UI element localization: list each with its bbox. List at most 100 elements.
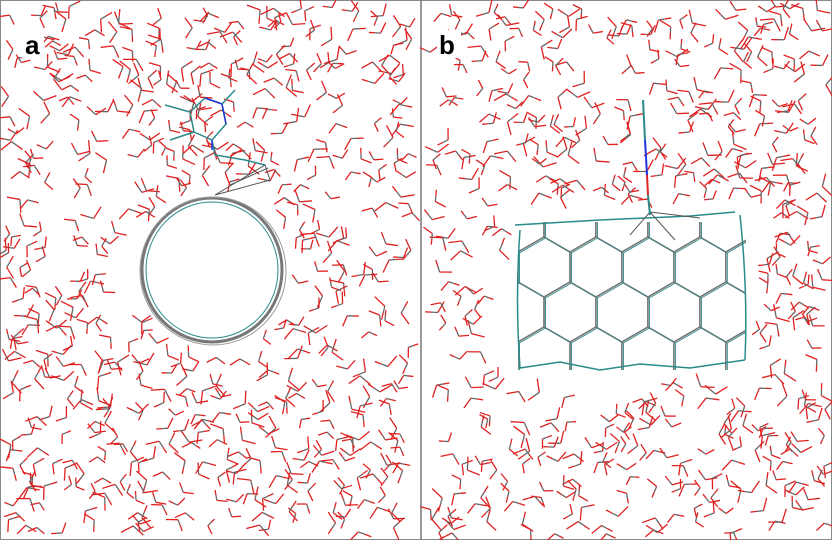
bond: [181, 353, 182, 364]
bond: [344, 283, 345, 290]
bond: [11, 237, 12, 246]
bond: [598, 451, 602, 452]
bond: [9, 247, 15, 248]
bond: [389, 404, 390, 410]
bond: [346, 228, 347, 238]
bond: [229, 69, 230, 74]
bond: [547, 47, 552, 48]
bond: [356, 173, 361, 174]
bond: [97, 249, 98, 254]
bond: [459, 178, 466, 179]
bond: [787, 294, 793, 295]
bond: [810, 246, 815, 247]
bond: [808, 274, 809, 284]
bond: [741, 154, 747, 155]
bond: [138, 463, 139, 472]
bond: [78, 125, 79, 130]
bond: [745, 411, 752, 412]
bond: [683, 53, 688, 54]
bond: [331, 27, 332, 40]
bond: [55, 298, 56, 304]
bond: [653, 83, 659, 84]
bond: [815, 246, 820, 247]
bond: [733, 137, 734, 144]
bond: [89, 59, 90, 65]
bond: [781, 20, 782, 26]
bond: [279, 328, 283, 329]
bond: [627, 498, 628, 503]
bond: [538, 145, 539, 150]
bond: [477, 399, 483, 400]
bond: [167, 344, 168, 350]
bond: [351, 172, 356, 173]
bond: [751, 83, 752, 88]
bond: [325, 142, 326, 147]
bond: [762, 168, 769, 169]
bond: [38, 326, 39, 333]
bond: [393, 113, 394, 117]
bond: [771, 450, 772, 455]
bond: [119, 9, 120, 16]
bond: [285, 217, 286, 223]
bond: [594, 452, 598, 453]
bond: [481, 461, 482, 472]
bond: [738, 411, 745, 412]
bond: [205, 122, 206, 132]
bond: [220, 163, 234, 164]
bond: [798, 399, 799, 410]
bond: [301, 419, 305, 420]
bond: [713, 34, 714, 43]
bond: [781, 15, 782, 21]
bond: [783, 111, 789, 112]
bond: [364, 421, 365, 427]
bond: [482, 124, 488, 125]
bond: [635, 73, 644, 74]
bond: [777, 112, 783, 113]
bond: [97, 407, 104, 408]
bond: [454, 98, 459, 99]
bond: [649, 40, 650, 45]
bond: [494, 215, 495, 226]
bond: [765, 29, 770, 30]
bond: [776, 479, 786, 480]
bond: [785, 360, 786, 367]
bond: [219, 413, 225, 414]
bond: [776, 264, 777, 269]
bond: [160, 28, 161, 39]
bond: [155, 51, 156, 57]
bond: [16, 235, 20, 236]
bond: [766, 479, 767, 486]
bond: [737, 48, 744, 49]
bond: [227, 454, 228, 460]
bond: [215, 490, 216, 495]
bond: [58, 58, 68, 59]
bond: [803, 8, 804, 14]
bond: [164, 392, 165, 403]
bond: [694, 177, 695, 182]
bond: [107, 443, 120, 444]
bond: [804, 129, 805, 134]
bond: [547, 146, 548, 152]
bond: [323, 6, 328, 7]
bond: [537, 150, 538, 155]
bond: [271, 156, 272, 161]
bond: [232, 516, 241, 517]
bond: [291, 474, 303, 475]
bond: [81, 396, 82, 403]
bond: [224, 436, 225, 443]
bond: [817, 4, 818, 11]
bond: [342, 10, 347, 11]
bond: [330, 277, 331, 282]
bond: [259, 530, 264, 531]
bond: [157, 185, 158, 191]
bond: [64, 468, 65, 481]
bond: [305, 11, 306, 21]
bond: [684, 132, 690, 133]
bond: [390, 447, 400, 448]
bond: [746, 153, 752, 154]
bond: [436, 190, 437, 196]
bond: [8, 520, 9, 533]
bond: [275, 329, 279, 330]
bond: [764, 264, 770, 265]
bond: [10, 450, 16, 451]
